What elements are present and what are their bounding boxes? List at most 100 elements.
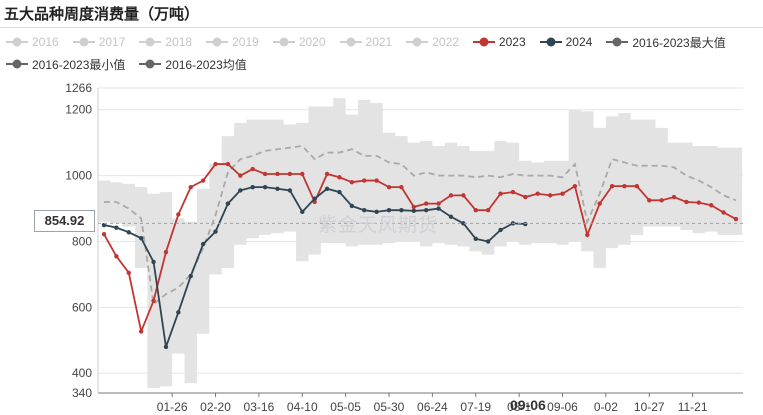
series-2023-point[interactable] xyxy=(523,194,528,200)
legend-item-2020[interactable]: 2020 xyxy=(272,35,326,49)
series-2023-point[interactable] xyxy=(337,175,342,180)
series-2023-point[interactable] xyxy=(163,249,169,255)
series-2024-point[interactable] xyxy=(250,184,255,190)
series-2023-point[interactable] xyxy=(684,199,689,205)
series-2023-point[interactable] xyxy=(473,207,478,213)
series-2024-point[interactable] xyxy=(349,203,355,209)
series-2024-point[interactable] xyxy=(188,273,193,279)
series-2023-point[interactable] xyxy=(151,298,156,303)
series-2023-point[interactable] xyxy=(324,171,330,177)
series-2024-point[interactable] xyxy=(114,225,119,230)
series-2023-point[interactable] xyxy=(126,270,131,275)
series-2024-point[interactable] xyxy=(287,188,293,193)
series-2023-point[interactable] xyxy=(461,193,466,198)
legend-item-2018[interactable]: 2018 xyxy=(139,35,192,49)
series-2024-point[interactable] xyxy=(448,214,454,219)
series-2023-point[interactable] xyxy=(448,193,454,198)
series-2023-point[interactable] xyxy=(436,201,441,206)
series-2024-point[interactable] xyxy=(423,207,429,213)
series-2023-point[interactable] xyxy=(721,210,726,215)
series-2023-point[interactable] xyxy=(733,216,739,222)
series-2023-point[interactable] xyxy=(374,178,379,183)
series-2023-point[interactable] xyxy=(585,232,590,238)
legend-marker-icon xyxy=(406,37,429,47)
series-2023-point[interactable] xyxy=(262,171,268,177)
legend-item-2016-2023均值[interactable]: 2016-2023均值 xyxy=(139,56,247,73)
series-2024-point[interactable] xyxy=(411,208,417,214)
series-2024-point[interactable] xyxy=(151,259,156,265)
series-2023-point[interactable] xyxy=(300,171,305,177)
series-2023-point[interactable] xyxy=(696,200,702,205)
series-2023-point[interactable] xyxy=(101,232,107,237)
series-2023-point[interactable] xyxy=(349,180,355,185)
series-2023-point[interactable] xyxy=(287,171,293,177)
series-2023-point[interactable] xyxy=(634,183,640,189)
legend-item-2023[interactable]: 2023 xyxy=(472,35,526,49)
series-2023-point[interactable] xyxy=(547,193,553,198)
series-2024-point[interactable] xyxy=(473,236,478,242)
series-2023-point[interactable] xyxy=(659,198,664,203)
series-2024-point[interactable] xyxy=(485,239,491,244)
series-2023-point[interactable] xyxy=(560,191,565,196)
series-2023-point[interactable] xyxy=(362,178,367,183)
series-2024-point[interactable] xyxy=(238,188,243,193)
series-2023-point[interactable] xyxy=(423,201,429,206)
series-2024-point[interactable] xyxy=(176,310,181,315)
series-2023-point[interactable] xyxy=(671,194,677,200)
series-2023-point[interactable] xyxy=(200,178,206,183)
series-2023-point[interactable] xyxy=(275,171,280,177)
series-2024-point[interactable] xyxy=(386,207,392,213)
legend-marker-icon xyxy=(539,37,562,47)
series-2024-point[interactable] xyxy=(200,241,206,247)
series-2024-point[interactable] xyxy=(300,209,305,215)
legend-item-2017[interactable]: 2017 xyxy=(72,35,125,49)
series-2024-point[interactable] xyxy=(163,344,169,350)
series-2023-point[interactable] xyxy=(485,207,491,213)
series-2023-point[interactable] xyxy=(213,161,218,167)
series-2023-point[interactable] xyxy=(572,183,578,189)
series-2024-point[interactable] xyxy=(262,184,268,190)
series-2023-point[interactable] xyxy=(386,184,392,190)
series-2023-point[interactable] xyxy=(535,191,540,196)
series-2024-point[interactable] xyxy=(126,230,131,235)
legend-item-2016-2023最小值[interactable]: 2016-2023最小值 xyxy=(6,56,125,73)
legend-item-2022[interactable]: 2022 xyxy=(406,35,459,49)
series-2023-point[interactable] xyxy=(709,203,714,208)
series-2024-point[interactable] xyxy=(498,227,503,233)
series-2023-point[interactable] xyxy=(622,183,627,189)
series-2024-point[interactable] xyxy=(138,235,144,241)
series-2024-point[interactable] xyxy=(461,221,466,226)
series-2023-point[interactable] xyxy=(647,198,652,203)
series-2023-point[interactable] xyxy=(225,161,231,167)
series-2024-point[interactable] xyxy=(225,201,231,206)
series-2023-point[interactable] xyxy=(176,212,181,217)
legend-item-2016-2023最大值[interactable]: 2016-2023最大值 xyxy=(606,34,726,51)
series-2023-point[interactable] xyxy=(411,204,417,210)
series-2024-point[interactable] xyxy=(324,186,330,191)
series-2023-point[interactable] xyxy=(188,184,193,190)
series-2024-point[interactable] xyxy=(213,229,218,234)
legend-item-2016[interactable]: 2016 xyxy=(6,35,59,49)
legend-item-2021[interactable]: 2021 xyxy=(339,35,392,49)
legend-item-2024[interactable]: 2024 xyxy=(539,35,592,49)
series-2023-point[interactable] xyxy=(399,184,404,190)
series-2024-point[interactable] xyxy=(362,207,367,213)
series-2024-point[interactable] xyxy=(312,196,317,201)
legend-item-2019[interactable]: 2019 xyxy=(206,35,259,49)
series-2024-point[interactable] xyxy=(399,207,404,213)
series-2023-point[interactable] xyxy=(114,254,119,259)
series-2024-point[interactable] xyxy=(523,221,528,227)
series-2024-point[interactable] xyxy=(101,222,107,228)
series-2023-point[interactable] xyxy=(238,173,243,178)
series-2023-point[interactable] xyxy=(250,166,255,172)
series-2023-point[interactable] xyxy=(138,329,144,334)
series-2024-point[interactable] xyxy=(436,206,441,211)
series-2023-point[interactable] xyxy=(597,201,602,206)
series-2023-point[interactable] xyxy=(510,189,516,195)
series-2024-point[interactable] xyxy=(337,189,342,195)
series-2023-point[interactable] xyxy=(609,183,615,189)
series-2024-point[interactable] xyxy=(374,209,379,215)
series-2023-point[interactable] xyxy=(498,191,503,196)
legend-row: 2016 2017 2018 2019 2020 2021 2022 2023 2024 2016… xyxy=(6,31,763,53)
series-2024-point[interactable] xyxy=(275,186,280,191)
